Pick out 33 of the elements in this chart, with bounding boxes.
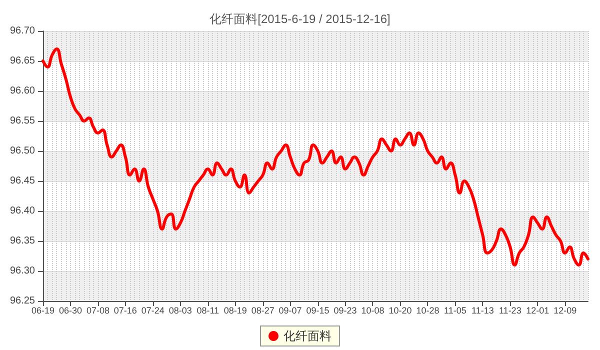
x-tick-label: 10-28	[416, 306, 440, 316]
legend-label: 化纤面料	[284, 329, 332, 343]
y-tick-label: 96.60	[10, 86, 36, 96]
y-tick-label: 96.40	[10, 206, 36, 216]
y-tick-label: 96.55	[10, 116, 36, 126]
x-tick-label: 06-19	[31, 306, 55, 316]
y-tick-label: 96.50	[10, 146, 36, 156]
x-tick-label: 10-08	[361, 306, 384, 316]
y-tick-label: 96.70	[10, 26, 36, 36]
x-tick-label: 08-03	[168, 306, 192, 316]
x-tick-label: 11-23	[498, 306, 522, 316]
x-tick-label: 09-23	[334, 306, 357, 316]
x-tick-label: 11-05	[444, 306, 466, 316]
chart-title: 化纤面料[2015-6-19 / 2015-12-16]	[210, 12, 390, 26]
x-tick-label: 09-15	[306, 306, 330, 316]
y-tick-label: 96.30	[10, 266, 36, 276]
x-tick-label: 11-13	[471, 306, 494, 316]
y-tick-label: 96.25	[10, 296, 36, 306]
x-tick-label: 07-16	[114, 306, 137, 316]
x-tick-label: 08-27	[251, 306, 274, 316]
x-tick-label: 10-20	[388, 306, 412, 316]
line-series	[42, 48, 590, 266]
y-tick-label: 96.35	[10, 236, 36, 246]
x-tick-label: 07-08	[86, 306, 110, 316]
x-tick-label: 06-30	[58, 306, 82, 316]
x-tick-label: 12-01	[526, 306, 550, 316]
x-tick-label: 08-19	[224, 306, 247, 316]
y-tick-label: 96.65	[10, 56, 36, 66]
x-tick-label: 12-09	[554, 306, 577, 316]
x-tick-label: 08-11	[196, 306, 220, 316]
y-tick-label: 96.45	[10, 176, 36, 186]
x-tick-label: 07-24	[141, 306, 164, 316]
x-tick-label: 09-07	[278, 306, 302, 316]
